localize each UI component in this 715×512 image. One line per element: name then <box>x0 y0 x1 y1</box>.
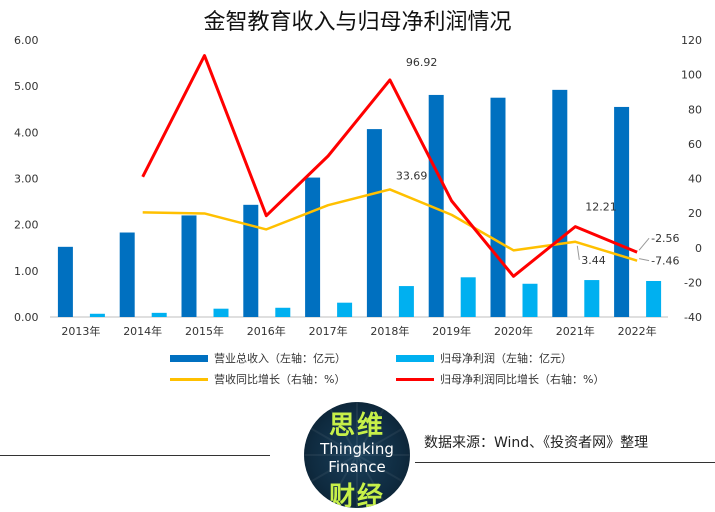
logo-text-en-2: Finance <box>328 458 386 476</box>
right-axis-tick-label: 0 <box>695 242 702 255</box>
right-axis-tick-label: 20 <box>688 207 702 220</box>
legend-label-net-profit: 归母净利润（左轴：亿元） <box>440 352 572 365</box>
chart-title: 金智教育收入与归母净利润情况 <box>203 10 512 35</box>
x-axis-tick-label: 2022年 <box>618 324 657 338</box>
left-axis-tick-label: 5.00 <box>14 80 39 93</box>
bar-net-profit <box>151 312 167 317</box>
bar-revenue <box>243 204 259 317</box>
data-label: 3.44 <box>581 254 606 267</box>
right-axis-tick-label: 40 <box>688 173 702 186</box>
right-axis-tick-label: 80 <box>688 103 702 116</box>
bar-revenue <box>490 97 506 317</box>
bar-net-profit <box>584 280 600 317</box>
x-axis-tick-label: 2018年 <box>370 324 409 338</box>
bar-net-profit <box>522 283 538 317</box>
right-axis-tick-label: -20 <box>684 276 702 289</box>
legend-item-revenue-growth: 营收同比增长（右轴：%） <box>170 371 345 387</box>
bar-revenue <box>305 177 321 317</box>
bar-net-profit <box>275 307 291 317</box>
right-axis-tick-label: 120 <box>681 34 702 47</box>
legend-item-revenue: 营业总收入（左轴：亿元） <box>170 350 346 366</box>
x-axis-tick-label: 2021年 <box>556 324 595 338</box>
data-label: 12.21 <box>585 201 617 214</box>
footer-rule-left <box>0 455 270 456</box>
right-axis-tick-label: 100 <box>681 69 702 82</box>
right-axis-tick-label: 60 <box>688 138 702 151</box>
legend-item-net-profit: 归母净利润（左轴：亿元） <box>396 350 572 366</box>
left-axis-tick-label: 2.00 <box>14 219 39 232</box>
data-label: 33.69 <box>396 169 428 182</box>
chart-canvas: 0.00 1.00 2.00 3.00 4.00 5.00 6.00 -40 -20 0 20 40 6… <box>14 34 702 338</box>
bar-revenue <box>552 89 568 317</box>
footer-rule-right <box>415 462 715 463</box>
bar-net-profit <box>646 280 662 317</box>
left-axis-tick-label: 4.00 <box>14 126 39 139</box>
legend-label-net-profit-growth: 归母净利润同比增长（右轴：%） <box>440 373 605 386</box>
legend-item-net-profit-growth: 归母净利润同比增长（右轴：%） <box>396 371 604 387</box>
bar-revenue <box>57 246 73 317</box>
bar-revenue <box>181 215 197 317</box>
logo-text-top: 思维 <box>328 411 385 441</box>
legend-swatch-net-profit-growth <box>396 377 434 381</box>
x-axis-tick-label: 2014年 <box>123 324 162 338</box>
right-axis-tick-label: -40 <box>684 311 702 324</box>
bar-net-profit <box>213 308 229 317</box>
bar-net-profit <box>398 286 414 317</box>
bar-net-profit <box>337 302 353 317</box>
data-label-leader <box>638 237 650 251</box>
legend-swatch-revenue <box>170 354 208 362</box>
footer: 思维 Thingking Finance 财经 数据来源：Wind、《投资者网》… <box>0 400 715 512</box>
legend-label-revenue: 营业总收入（左轴：亿元） <box>214 352 346 365</box>
x-axis-tick-label: 2013年 <box>61 324 100 338</box>
bar-revenue <box>614 106 630 317</box>
bar-revenue <box>366 129 382 317</box>
logo-text-bottom: 财经 <box>328 482 385 508</box>
data-label: 96.92 <box>406 56 438 69</box>
bar-net-profit <box>89 313 105 317</box>
brand-logo: 思维 Thingking Finance 财经 <box>304 402 410 508</box>
data-label: -2.56 <box>651 232 679 245</box>
left-axis-tick-label: 3.00 <box>14 173 39 186</box>
legend-swatch-revenue-growth <box>170 377 208 381</box>
x-axis-tick-label: 2020年 <box>494 324 533 338</box>
x-axis-tick-label: 2019年 <box>432 324 471 338</box>
bar-revenue <box>119 232 135 317</box>
bar-net-profit <box>460 277 476 317</box>
left-axis-tick-label: 1.00 <box>14 265 39 278</box>
legend-swatch-net-profit <box>396 354 434 362</box>
x-axis-tick-label: 2015年 <box>185 324 224 338</box>
bar-revenue <box>428 94 444 318</box>
left-axis-tick-label: 6.00 <box>14 34 39 47</box>
legend-label-revenue-growth: 营收同比增长（右轴：%） <box>214 373 346 386</box>
line-net-profit-growth <box>141 54 638 278</box>
logo-text-en-1: Thingking <box>320 440 394 458</box>
source-note: 数据来源：Wind、《投资者网》整理 <box>424 435 649 451</box>
data-label-leader <box>639 258 650 262</box>
x-axis-tick-label: 2017年 <box>309 324 348 338</box>
left-axis-tick-label: 0.00 <box>14 311 39 324</box>
data-label: -7.46 <box>651 255 679 268</box>
data-label-leader <box>576 245 580 260</box>
x-axis-tick-label: 2016年 <box>247 324 286 338</box>
